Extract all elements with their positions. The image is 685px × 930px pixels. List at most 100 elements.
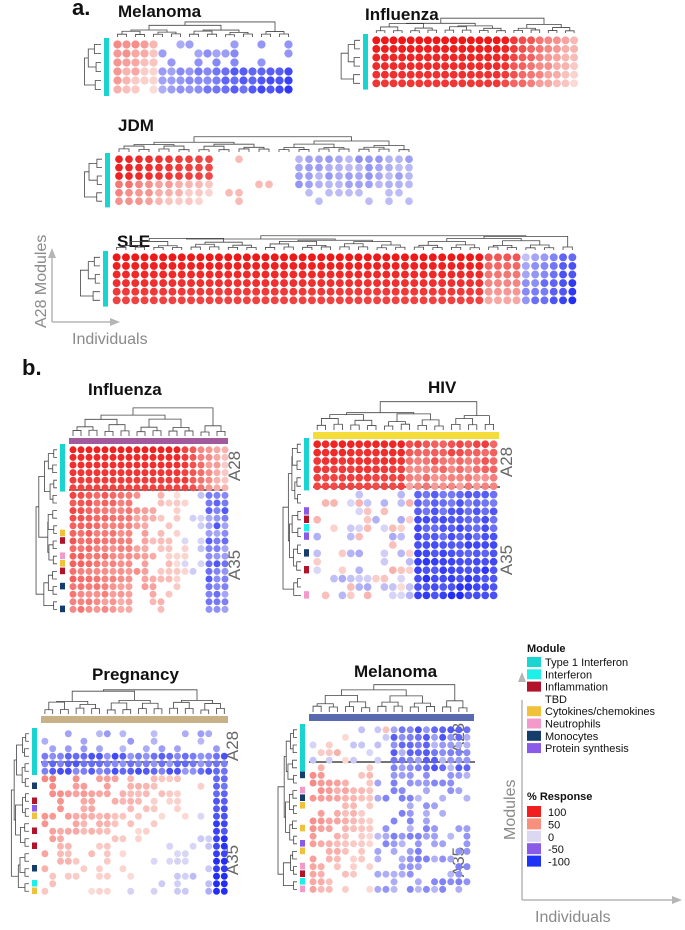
response-dot: [175, 155, 183, 164]
response-dot: [181, 872, 189, 880]
module-strip: [304, 438, 309, 599]
response-dot: [455, 878, 463, 886]
response-dot: [80, 790, 88, 798]
response-dot: [85, 567, 93, 575]
response-dot: [213, 567, 221, 575]
response-dot: [419, 261, 428, 270]
response-dot: [365, 197, 373, 206]
response-dot: [321, 473, 330, 482]
response-dot: [96, 752, 103, 760]
response-dot: [185, 40, 194, 49]
response-dot: [389, 70, 398, 79]
response-dot: [230, 58, 239, 67]
response-dot: [205, 261, 214, 270]
response-dot: [205, 507, 213, 515]
response-dot: [397, 566, 406, 575]
response-dot: [321, 465, 330, 474]
response-dot: [213, 767, 220, 775]
response-dot: [398, 726, 406, 734]
response-dot: [422, 499, 431, 507]
column-dendrogram: [316, 401, 494, 430]
response-dot: [221, 484, 229, 492]
response-dot: [431, 749, 439, 757]
response-dot: [213, 880, 220, 888]
response-dot: [405, 180, 413, 189]
response-dot: [456, 270, 465, 279]
response-dot: [165, 522, 173, 530]
response-dot: [414, 749, 422, 757]
response-dot: [481, 515, 490, 524]
response-dot: [205, 172, 213, 180]
response-dot: [321, 499, 330, 507]
response-dot: [363, 473, 372, 482]
response-dot: [69, 446, 77, 454]
response-dot: [315, 180, 323, 189]
response-dot: [489, 448, 498, 457]
response-dot: [221, 499, 229, 507]
response-dot: [119, 760, 127, 768]
response-dot: [121, 279, 130, 288]
response-dot: [109, 522, 117, 530]
response-dot: [466, 287, 475, 296]
response-dot: [456, 279, 465, 288]
response-dot: [414, 855, 422, 863]
response-dot: [135, 197, 143, 206]
response-dot: [380, 79, 389, 88]
response-dot: [77, 499, 85, 507]
response-dot: [540, 253, 549, 262]
response-dot: [317, 296, 326, 305]
response-dot: [88, 887, 96, 895]
response-dot: [447, 440, 456, 449]
response-dot: [103, 767, 111, 775]
response-dot: [484, 79, 493, 88]
response-dot: [85, 491, 93, 499]
response-dot: [158, 752, 166, 760]
response-dot: [428, 253, 437, 262]
response-dot: [512, 287, 521, 296]
response-dot: [363, 507, 372, 516]
response-dot: [535, 62, 544, 71]
response-dot: [150, 797, 158, 805]
response-dot: [559, 253, 568, 262]
response-dot: [382, 825, 390, 833]
response-dot: [221, 514, 229, 522]
response-dot: [345, 261, 354, 270]
response-dot: [493, 296, 502, 305]
response-dot: [85, 453, 93, 461]
response-dot: [213, 827, 220, 835]
response-dot: [159, 253, 168, 262]
response-dot: [111, 767, 119, 775]
response-dot: [57, 850, 64, 858]
response-dot: [295, 155, 303, 164]
response-dot: [568, 279, 577, 288]
response-dot: [406, 79, 415, 88]
response-dot: [205, 476, 213, 484]
response-dot: [338, 482, 347, 491]
response-dot: [189, 469, 197, 477]
response-dot: [441, 44, 450, 53]
response-dot: [194, 85, 203, 94]
response-dot: [117, 590, 125, 598]
response-dot: [363, 253, 372, 262]
response-dot: [481, 465, 490, 474]
response-dot: [80, 760, 88, 768]
response-dot: [422, 779, 430, 787]
response-dot: [80, 767, 88, 775]
response-dot: [501, 79, 510, 88]
response-dot: [109, 507, 117, 515]
response-dot: [363, 457, 372, 465]
response-dot: [168, 270, 177, 279]
response-dot: [220, 752, 228, 760]
response-dot: [341, 870, 349, 878]
response-dot: [428, 296, 437, 305]
response-dot: [103, 857, 111, 865]
response-dot: [96, 790, 103, 798]
response-dot: [309, 756, 317, 764]
response-dot: [205, 469, 213, 477]
response-dot: [270, 261, 279, 270]
response-dot: [173, 514, 181, 522]
response-dot: [69, 605, 77, 613]
response-dot: [77, 469, 85, 477]
response-dot: [439, 490, 448, 499]
response-dot: [242, 296, 251, 305]
